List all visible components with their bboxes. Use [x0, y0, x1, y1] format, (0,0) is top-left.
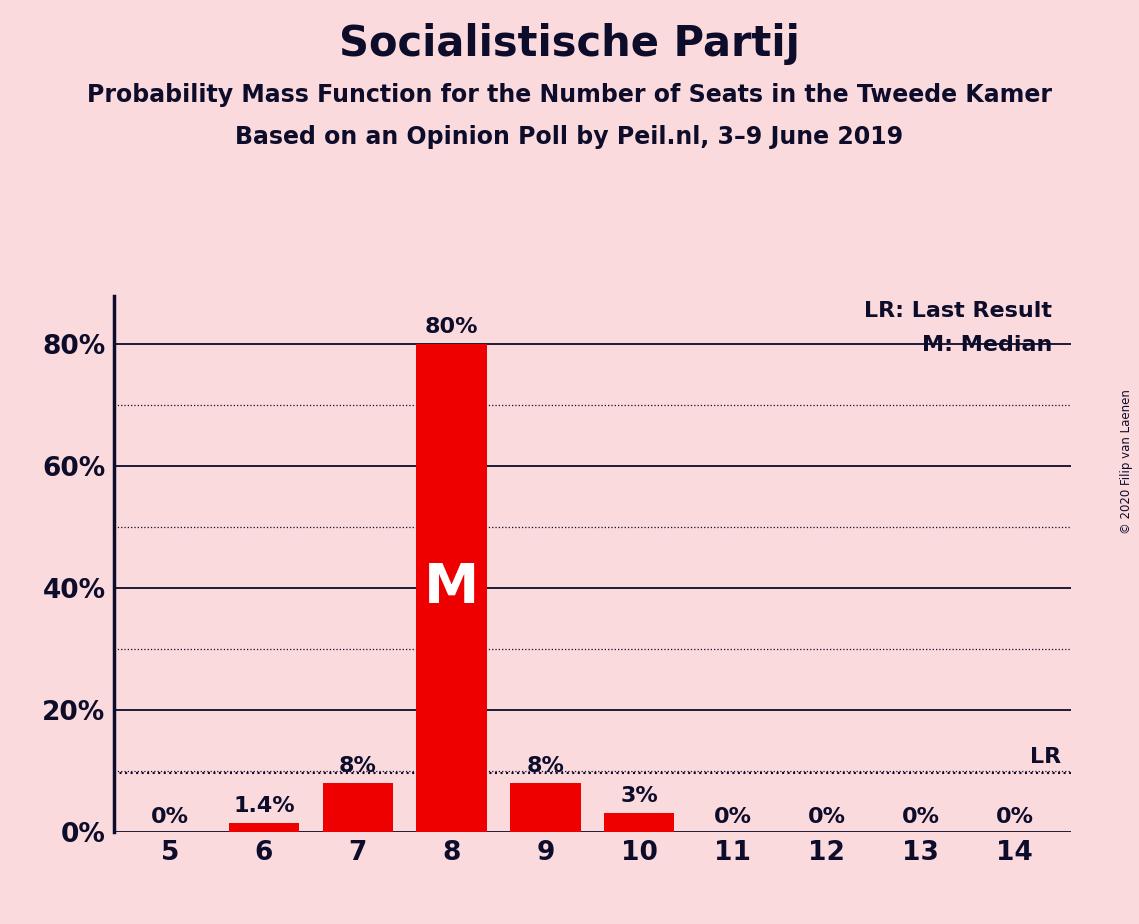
Text: 0%: 0%: [808, 807, 846, 827]
Text: LR: Last Result: LR: Last Result: [863, 301, 1052, 321]
Text: 0%: 0%: [714, 807, 752, 827]
Text: Socialistische Partij: Socialistische Partij: [339, 23, 800, 65]
Text: 8%: 8%: [338, 756, 377, 775]
Bar: [229, 823, 300, 832]
Text: 1.4%: 1.4%: [233, 796, 295, 816]
Text: 80%: 80%: [425, 317, 478, 337]
Text: 3%: 3%: [621, 786, 658, 806]
Text: LR: LR: [1030, 747, 1062, 767]
Text: Probability Mass Function for the Number of Seats in the Tweede Kamer: Probability Mass Function for the Number…: [87, 83, 1052, 107]
Bar: [510, 783, 581, 832]
Text: M: M: [424, 561, 480, 615]
Bar: [322, 783, 393, 832]
Text: Based on an Opinion Poll by Peil.nl, 3–9 June 2019: Based on an Opinion Poll by Peil.nl, 3–9…: [236, 125, 903, 149]
Bar: [417, 345, 486, 832]
Text: 0%: 0%: [902, 807, 940, 827]
Bar: [604, 813, 674, 832]
Text: 0%: 0%: [151, 807, 189, 827]
Text: M: Median: M: Median: [921, 334, 1052, 355]
Text: © 2020 Filip van Laenen: © 2020 Filip van Laenen: [1121, 390, 1133, 534]
Text: 8%: 8%: [526, 756, 564, 775]
Text: 0%: 0%: [995, 807, 1033, 827]
